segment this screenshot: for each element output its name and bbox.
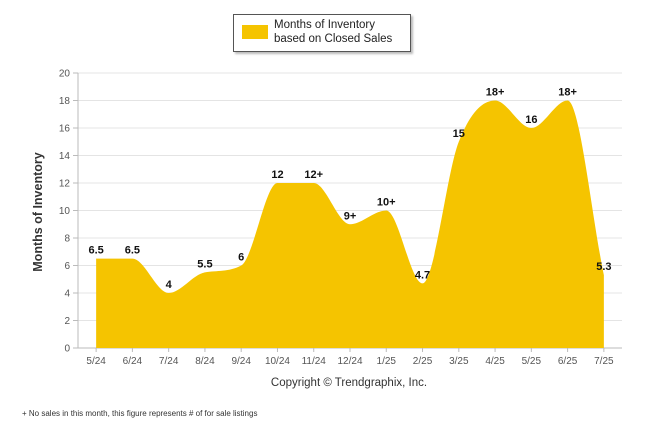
legend-swatch [242,25,268,39]
x-tick-label: 6/25 [558,356,578,367]
x-tick-label: 6/24 [123,356,143,367]
data-label: 4.7 [415,269,430,281]
y-tick-label: 16 [59,124,71,135]
x-tick-label: 5/24 [86,356,106,367]
data-label: 12 [271,169,283,181]
y-tick-label: 2 [64,316,70,327]
data-label: 6.5 [125,245,140,257]
x-tick-label: 9/24 [231,356,251,367]
data-label: 18+ [558,87,577,99]
y-tick-label: 6 [64,261,70,272]
y-tick-label: 10 [59,206,71,217]
x-tick-label: 5/25 [522,356,542,367]
data-label: 5.5 [197,258,212,270]
x-tick-label: 1/25 [377,356,397,367]
x-tick-label: 2/25 [413,356,433,367]
x-tick-label: 11/24 [302,356,327,367]
data-label: 9+ [344,210,357,222]
data-label: 15 [453,128,465,140]
data-label: 10+ [377,197,396,209]
x-tick-label: 7/24 [159,356,179,367]
data-label: 5.3 [596,261,611,273]
data-label: 6 [238,252,244,264]
y-tick-label: 8 [64,234,70,245]
x-tick-label: 7/25 [594,356,614,367]
y-axis-label: Months of Inventory [31,152,45,272]
x-tick-label: 10/24 [265,356,290,367]
x-tick-label: 12/24 [337,356,362,367]
data-label: 6.5 [88,245,103,257]
x-tick-label: 8/24 [195,356,215,367]
y-tick-label: 20 [59,69,71,80]
data-label: 18+ [486,87,505,99]
y-tick-label: 0 [64,344,70,355]
x-tick-label: 4/25 [485,356,505,367]
y-tick-label: 18 [59,96,71,107]
copyright-text: Copyright © Trendgraphix, Inc. [270,377,428,389]
x-tick-label: 3/25 [449,356,469,367]
data-label: 12+ [304,169,323,181]
y-tick-label: 12 [59,179,71,190]
data-label: 16 [525,114,537,126]
legend-label: Months of Inventory based on Closed Sale… [274,19,393,45]
chart-legend: Months of Inventory based on Closed Sale… [233,14,411,52]
y-tick-label: 4 [64,289,70,300]
footnote-text: + No sales in this month, this figure re… [22,409,258,418]
data-label: 4 [166,279,173,291]
y-tick-label: 14 [59,151,71,162]
